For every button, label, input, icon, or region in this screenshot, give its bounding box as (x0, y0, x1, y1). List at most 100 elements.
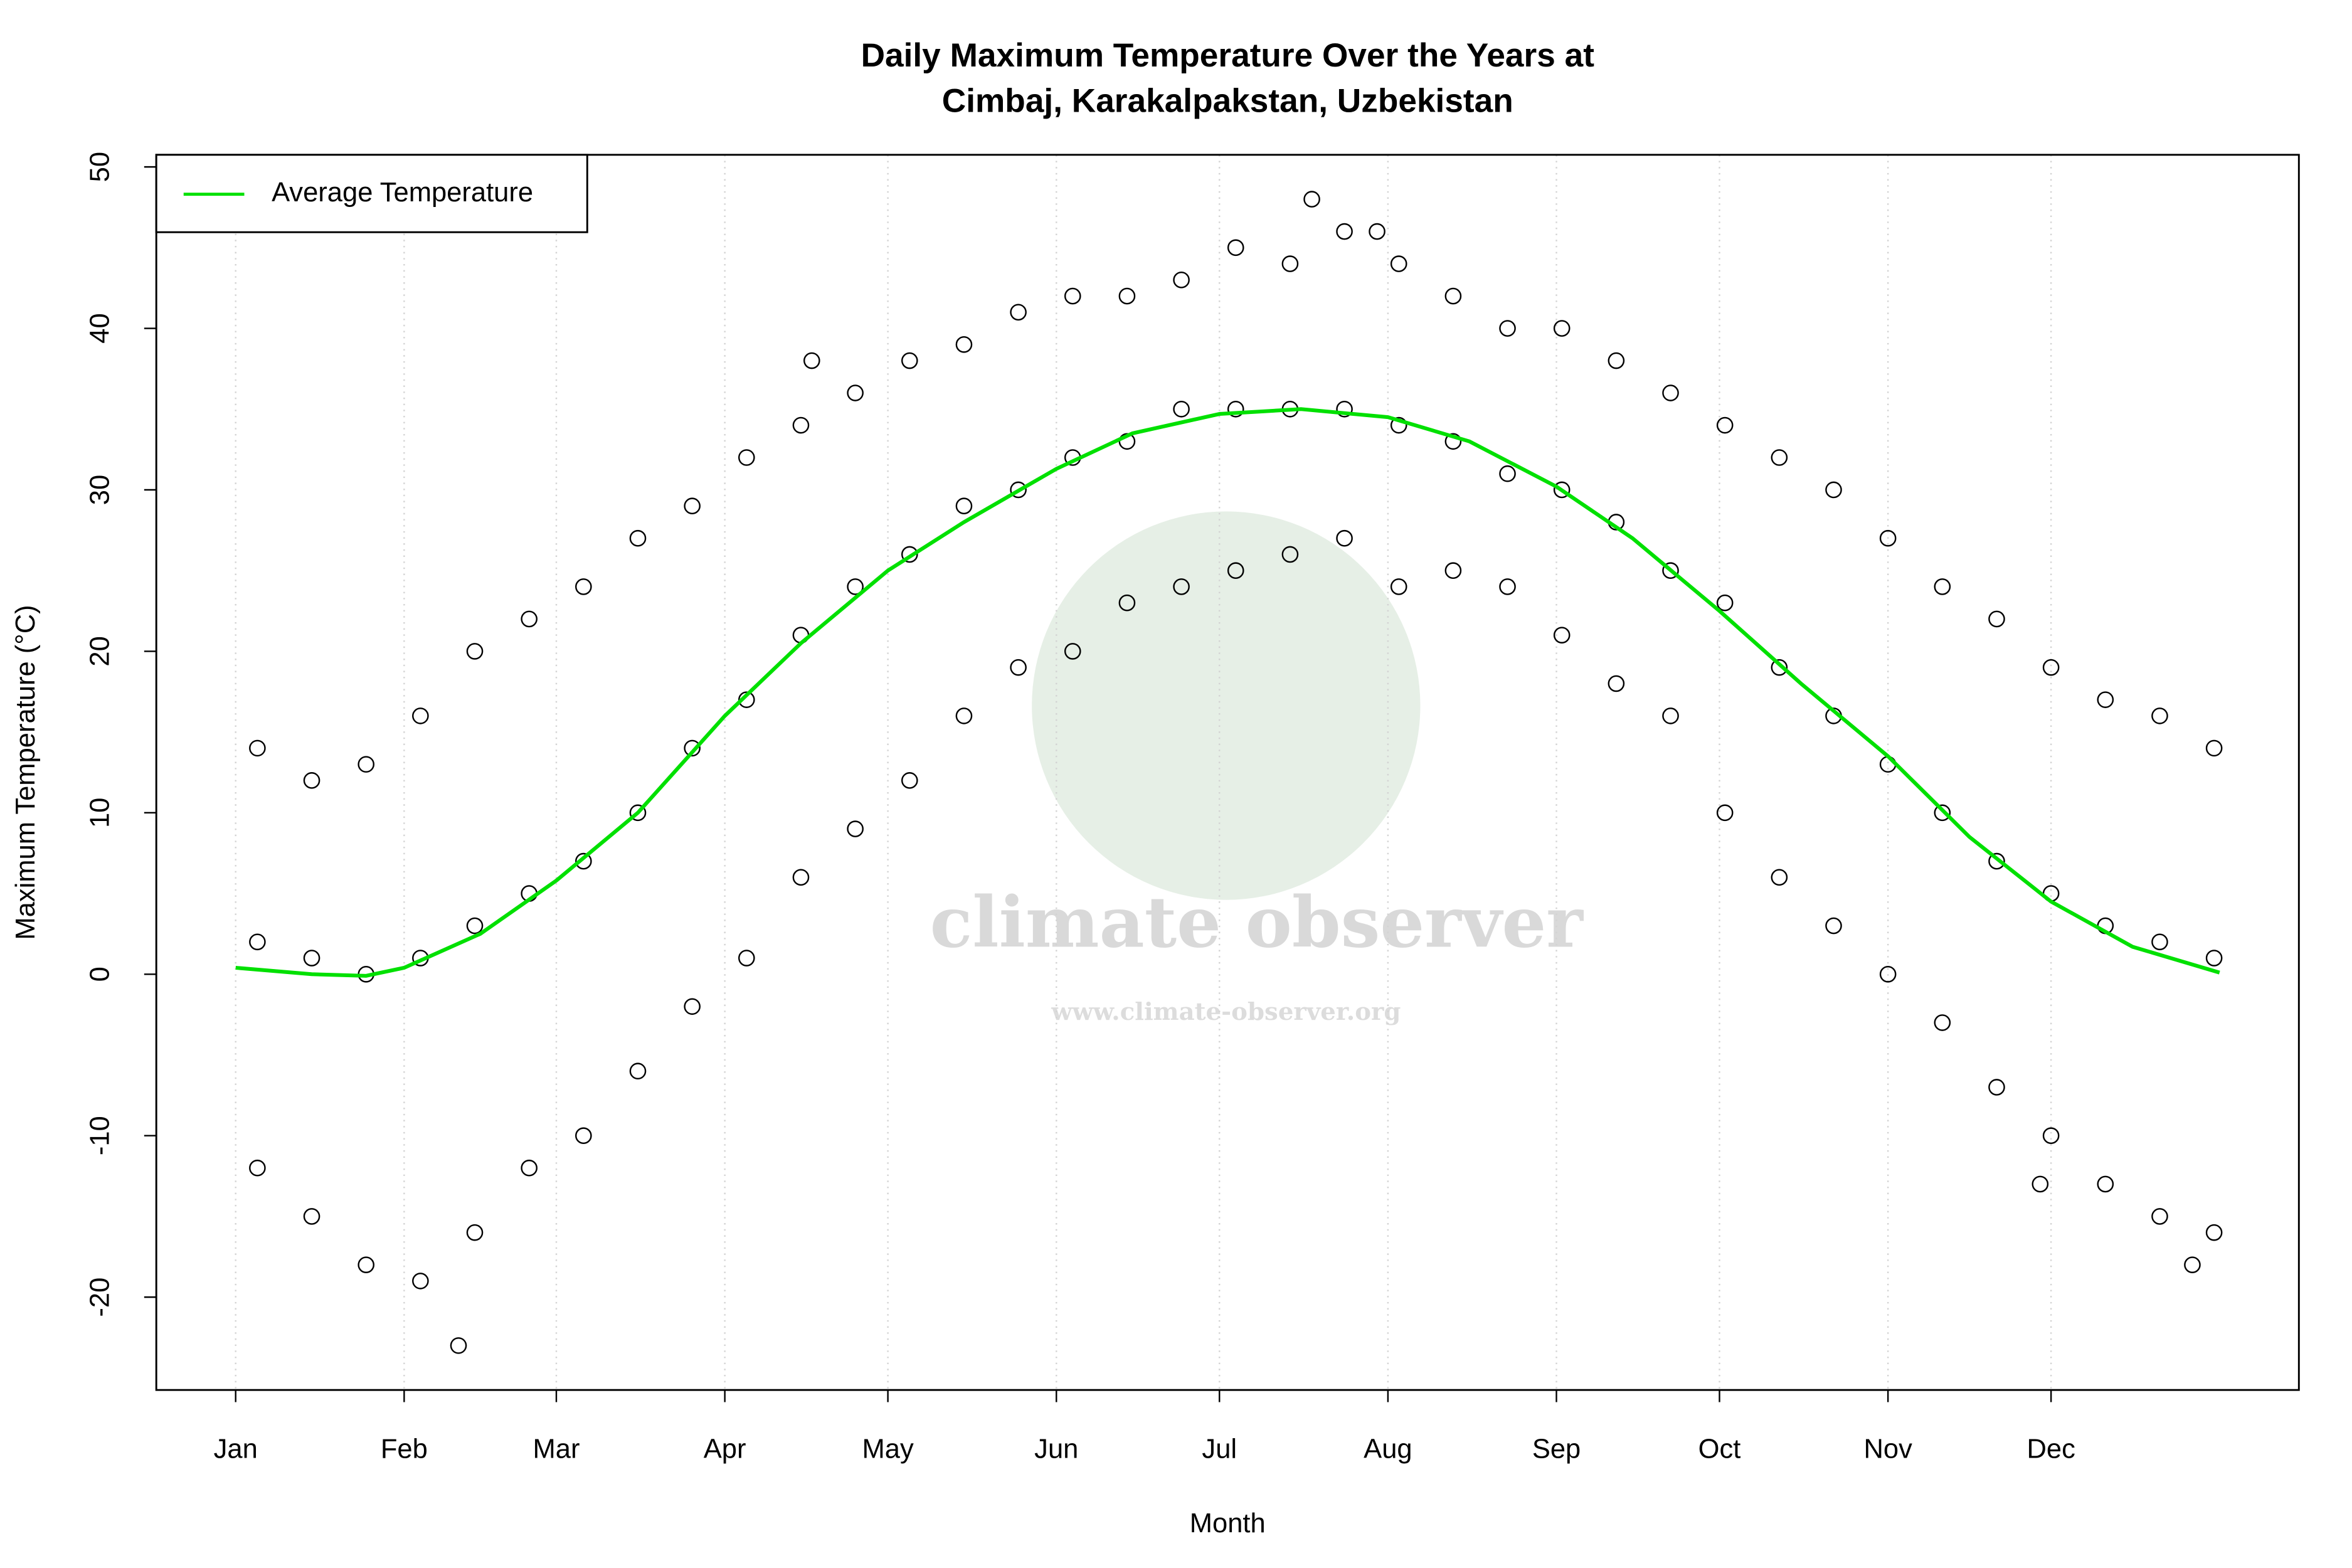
x-tick-label: Aug (1364, 1434, 1412, 1464)
data-point (1173, 578, 1190, 595)
data-point (1553, 481, 1571, 499)
data-point (466, 1224, 484, 1241)
data-point (1716, 594, 1734, 612)
data-point (466, 643, 484, 660)
data-point (901, 772, 918, 789)
data-point (2184, 1256, 2201, 1273)
data-point (1825, 917, 1842, 935)
x-tick-label: Dec (2026, 1434, 2075, 1464)
data-point (575, 852, 592, 870)
x-tick-label: Oct (1698, 1434, 1741, 1464)
data-point (358, 1256, 375, 1273)
data-point (1934, 804, 1951, 822)
data-point (2151, 707, 2168, 724)
data-point (1608, 675, 1625, 692)
data-point (1336, 223, 1353, 240)
watermark-text: climate observer (930, 882, 1584, 963)
data-point (1988, 1079, 2005, 1096)
data-point (1771, 449, 1788, 466)
data-point (1064, 643, 1081, 660)
data-point (2205, 1224, 2223, 1241)
watermark-url: www.climate-observer.org (1051, 998, 1401, 1026)
data-point (629, 529, 647, 547)
data-point (1771, 659, 1788, 676)
data-point (738, 691, 755, 708)
data-point (1499, 320, 1516, 337)
data-point (1825, 481, 1842, 499)
x-tick-label: Mar (533, 1434, 580, 1464)
data-point (1227, 400, 1244, 418)
data-point (2097, 1175, 2114, 1193)
data-point (2151, 1208, 2168, 1225)
data-point (1010, 659, 1027, 676)
x-tick-label: Jul (1202, 1434, 1237, 1464)
data-point (1390, 255, 1407, 272)
data-point (847, 578, 864, 595)
data-point (303, 1208, 320, 1225)
data-point (684, 497, 701, 515)
data-point (1716, 804, 1734, 822)
data-point (2205, 739, 2223, 757)
data-point (2151, 933, 2168, 951)
y-tick-label: 0 (85, 967, 115, 982)
data-point (738, 449, 755, 466)
y-tick-label: 40 (85, 313, 115, 343)
y-tick-label: 30 (85, 475, 115, 505)
data-point (1988, 610, 2005, 628)
data-point (450, 1337, 467, 1354)
data-point (1444, 433, 1462, 450)
data-point (1934, 1014, 1951, 1031)
x-tick-label: Jan (214, 1434, 258, 1464)
data-point (1390, 578, 1407, 595)
data-point (792, 869, 810, 886)
data-point (575, 578, 592, 595)
legend-label: Average Temperature (272, 177, 533, 208)
average-line (235, 407, 2220, 978)
data-point (684, 739, 701, 757)
data-point (1281, 546, 1299, 563)
data-point (955, 707, 973, 724)
data-point (1988, 852, 2005, 870)
x-tick-label: Feb (381, 1434, 428, 1464)
data-point (1390, 416, 1407, 434)
y-tick-label: -20 (85, 1278, 115, 1317)
data-point (1879, 529, 1897, 547)
data-point (2042, 659, 2060, 676)
data-point (249, 1159, 266, 1177)
x-tick-label: Nov (1863, 1434, 1912, 1464)
data-point (684, 998, 701, 1015)
data-point (1662, 562, 1679, 580)
data-point (629, 804, 647, 822)
data-point (1010, 481, 1027, 499)
data-point (1499, 578, 1516, 595)
y-tick-label: 10 (85, 798, 115, 828)
chart-title: Cimbaj, Karakalpakstan, Uzbekistan (942, 83, 1513, 120)
plot-frame (155, 154, 2300, 1391)
data-point (792, 416, 810, 434)
data-point (2042, 1127, 2060, 1145)
legend: Average Temperature (155, 154, 588, 233)
data-point (1662, 384, 1679, 401)
data-point (1444, 287, 1462, 305)
x-tick-label: Apr (704, 1434, 746, 1464)
data-point (955, 336, 973, 353)
data-point (1553, 320, 1571, 337)
data-point (1336, 400, 1353, 418)
data-point (1227, 562, 1244, 580)
data-point (738, 950, 755, 967)
y-tick-label: 20 (85, 636, 115, 666)
data-point (1227, 239, 1244, 257)
data-point (1444, 562, 1462, 580)
data-point (1281, 255, 1299, 272)
x-axis-label: Month (1190, 1508, 1266, 1539)
data-point (2097, 691, 2114, 708)
data-point (358, 756, 375, 773)
y-tick-label: 50 (85, 152, 115, 182)
y-tick-label: -10 (85, 1116, 115, 1155)
data-point (847, 820, 864, 837)
data-point (955, 497, 973, 515)
data-point (521, 610, 538, 628)
data-point (303, 772, 320, 789)
data-point (1303, 191, 1320, 208)
